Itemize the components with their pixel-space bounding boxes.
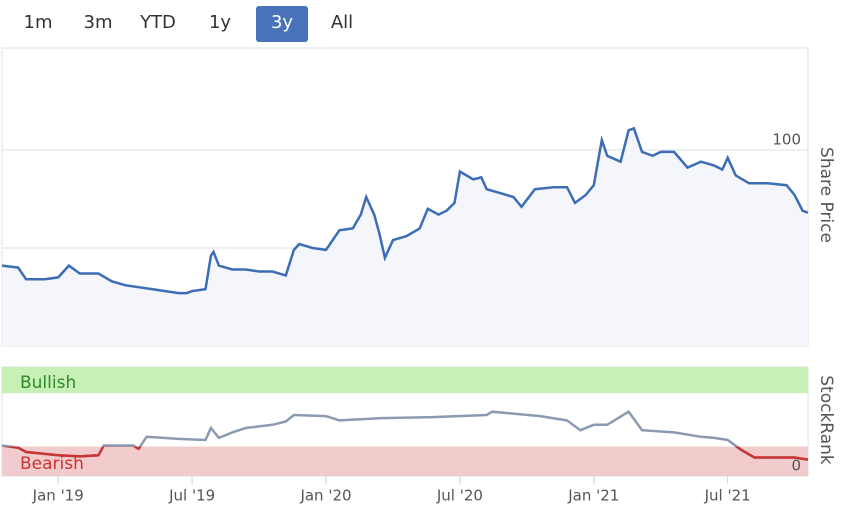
y-axis-title: Share Price (816, 147, 836, 243)
y-axis-title: StockRank (816, 375, 836, 465)
range-button[interactable]: 3y (271, 12, 293, 33)
range-button[interactable]: 1y (209, 12, 231, 33)
x-tick-label: Jul '19 (168, 487, 215, 505)
x-tick-label: Jul '21 (704, 487, 751, 505)
x-tick-label: Jan '21 (567, 487, 619, 505)
range-button[interactable]: All (331, 12, 353, 33)
range-button[interactable]: 1m (24, 12, 53, 33)
x-tick-label: Jan '19 (32, 487, 84, 505)
price-line (1, 126, 809, 295)
x-tick-label: Jan '20 (299, 487, 351, 505)
band (2, 446, 808, 476)
range-button[interactable]: 3m (84, 12, 113, 33)
band-label: Bearish (20, 454, 84, 474)
band (2, 367, 808, 394)
selected-button-bg (256, 6, 308, 42)
band-label: Bullish (20, 373, 76, 393)
y-tick-label: 0 (791, 457, 801, 475)
range-button[interactable]: YTD (139, 12, 176, 33)
x-tick-label: Jul '20 (436, 487, 483, 505)
y-tick-label: 100 (772, 130, 801, 148)
stockrank-line (1, 410, 809, 461)
